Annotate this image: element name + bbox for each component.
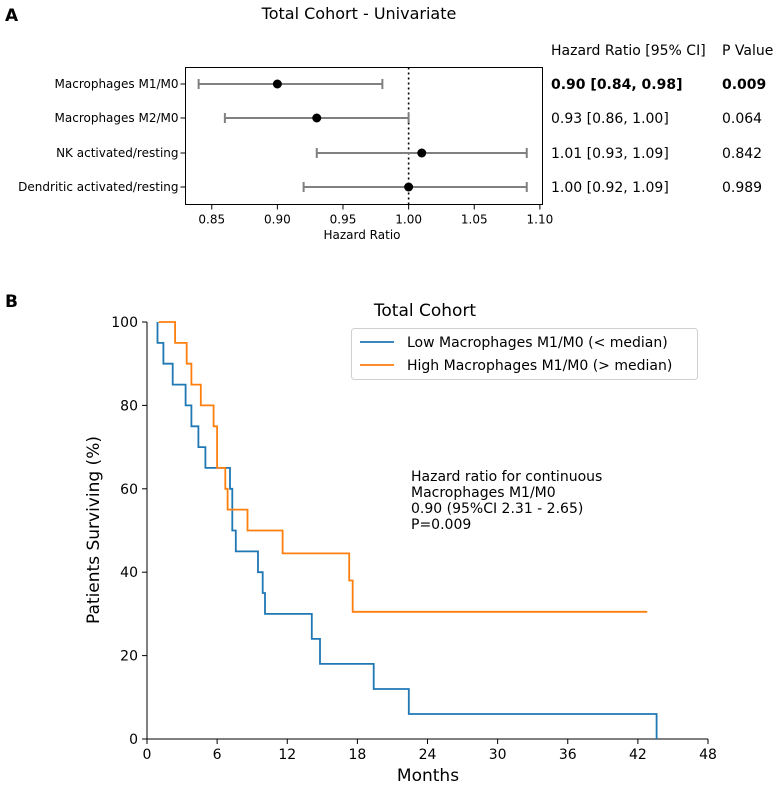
km-curve-low (156, 322, 658, 739)
forest-point-estimate (312, 113, 322, 123)
forest-row-label: Macrophages M1/M0 (55, 77, 179, 91)
legend-label-high: High Macrophages M1/M0 (> median) (407, 358, 672, 374)
km-y-axis-label: Patients Surviving (%) (84, 436, 104, 624)
forest-hr-value: 1.01 [0.93, 1.09] (551, 146, 669, 162)
forest-axes-frame (185, 67, 543, 205)
annotation-line-2: Macrophages M1/M0 (411, 485, 556, 501)
km-curves (156, 321, 658, 739)
km-x-tick-label: 18 (348, 747, 366, 763)
km-legend: Low Macrophages M1/M0 (< median) High Ma… (351, 328, 698, 380)
forest-hr-value: 1.00 [0.92, 1.09] (551, 180, 669, 196)
km-annotation: Hazard ratio for continuous Macrophages … (411, 469, 602, 533)
forest-rows: Macrophages M1/M0 0.90 [0.84, 0.98] 0.009 M… (18, 67, 766, 205)
panel-a-title: Total Cohort - Univariate (261, 4, 457, 23)
forest-point-estimate (404, 182, 414, 192)
forest-row-label: NK activated/resting (56, 146, 178, 160)
km-x-tick-label: 0 (143, 747, 152, 763)
km-y-tick-label: 0 (129, 732, 138, 748)
forest-x-tick-label: 0.90 (264, 213, 291, 227)
km-x-tick-label: 30 (489, 747, 507, 763)
km-y-tick-label: 100 (111, 315, 138, 331)
km-x-axis-label: Months (397, 766, 459, 786)
km-x-tick-label: 6 (213, 747, 222, 763)
legend-box (351, 328, 698, 380)
km-y-tick-label: 80 (120, 398, 138, 414)
km-y-tick-label: 60 (120, 482, 138, 498)
km-x-tick-label: 12 (278, 747, 296, 763)
km-y-ticks: 0 20 40 60 80 100 (111, 315, 147, 748)
forest-row-label: Dendritic activated/resting (18, 180, 178, 194)
km-x-ticks: 0 6 12 18 24 30 36 42 48 (143, 739, 717, 763)
panel-b-label: B (5, 292, 18, 312)
p-column-header: P Value (722, 43, 773, 59)
hr-column-header: Hazard Ratio [95% CI] (551, 43, 706, 59)
forest-x-axis: 0.85 0.90 0.95 1.00 1.05 1.10 (198, 204, 554, 227)
forest-hr-value: 0.93 [0.86, 1.00] (551, 111, 669, 127)
legend-label-low: Low Macrophages M1/M0 (< median) (407, 335, 668, 351)
annotation-line-3: 0.90 (95%CI 2.31 - 2.65) (411, 501, 583, 517)
km-x-tick-label: 24 (419, 747, 437, 763)
forest-x-tick-label: 1.05 (461, 213, 488, 227)
forest-x-tick-label: 0.95 (330, 213, 357, 227)
km-y-tick-label: 20 (120, 649, 138, 665)
forest-x-axis-label: Hazard Ratio (324, 228, 401, 242)
panel-b-title: Total Cohort (373, 301, 477, 321)
forest-x-tick-label: 0.85 (198, 213, 225, 227)
forest-x-tick-label: 1.10 (527, 213, 554, 227)
forest-p-value: 0.842 (722, 146, 762, 162)
forest-point-estimate (272, 79, 282, 89)
km-curve-high (158, 321, 648, 613)
km-x-tick-label: 36 (559, 747, 577, 763)
panel-a-label: A (5, 6, 19, 26)
annotation-line-4: P=0.009 (411, 517, 471, 533)
forest-point-estimate (417, 148, 427, 158)
forest-p-value: 0.989 (722, 180, 762, 196)
km-y-tick-label: 40 (120, 565, 138, 581)
forest-plot-area (185, 67, 543, 205)
forest-x-tick-label: 1.00 (395, 213, 422, 227)
forest-row-label: Macrophages M2/M0 (55, 111, 179, 125)
forest-p-value: 0.009 (722, 77, 766, 93)
forest-hr-value: 0.90 [0.84, 0.98] (551, 77, 683, 93)
km-x-tick-label: 42 (629, 747, 647, 763)
km-x-tick-label: 48 (699, 747, 717, 763)
forest-p-value: 0.064 (722, 111, 762, 127)
annotation-line-1: Hazard ratio for continuous (411, 469, 602, 485)
